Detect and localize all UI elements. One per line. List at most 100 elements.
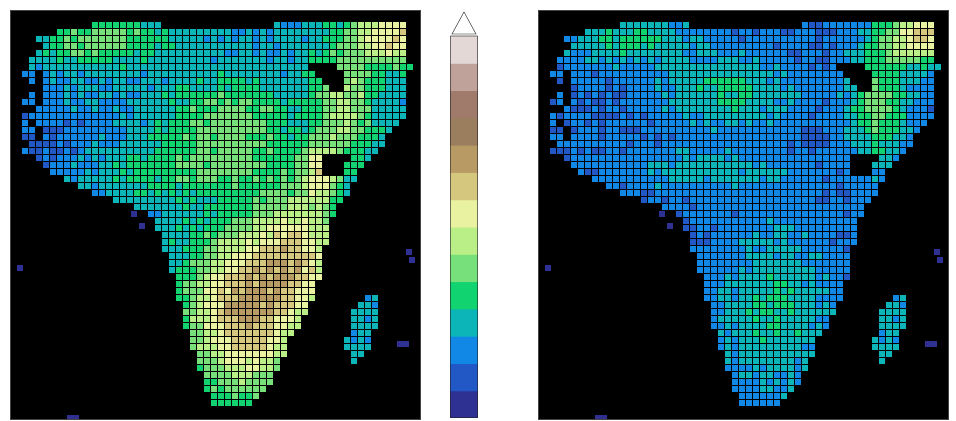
right-map-grid-cell <box>879 92 885 98</box>
right-map-grid-cell <box>809 176 815 182</box>
right-map-grid-cell <box>823 141 829 147</box>
left-map-grid-cell <box>106 78 112 84</box>
right-map-grid-cell <box>732 386 738 392</box>
right-map-grid-cell <box>802 190 808 196</box>
left-map-grid-cell <box>239 274 245 280</box>
right-map-grid-cell <box>564 57 570 63</box>
right-map-grid-cell <box>809 204 815 210</box>
right-map-grid-cell <box>802 323 808 329</box>
left-map-grid-cell <box>281 337 287 343</box>
right-map-grid-cell <box>711 50 717 56</box>
left-map-grid-cell <box>302 281 308 287</box>
left-map-grid-cell <box>407 64 413 70</box>
left-map-grid-cell <box>246 141 252 147</box>
right-map-grid-cell <box>858 183 864 189</box>
right-map-grid-cell <box>697 232 703 238</box>
right-map-grid-cell <box>704 295 710 301</box>
left-map-grid-cell <box>379 50 385 56</box>
right-map-grid-cell <box>753 344 759 350</box>
left-map-grid-cell <box>218 309 224 315</box>
left-map-grid-cell <box>316 141 322 147</box>
left-map-grid-cell <box>106 155 112 161</box>
right-map-grid-cell <box>830 176 836 182</box>
right-map-grid-cell <box>816 148 822 154</box>
left-map-grid-cell <box>141 120 147 126</box>
left-map-grid-cell <box>204 253 210 259</box>
right-map-grid-cell <box>697 99 703 105</box>
left-map-grid-cell <box>281 302 287 308</box>
left-map-grid-cell <box>267 295 273 301</box>
right-map-grid-cell <box>781 50 787 56</box>
right-map-grid-cell <box>683 225 689 231</box>
right-map-grid-cell <box>760 141 766 147</box>
left-map-grid-cell <box>197 176 203 182</box>
right-map-grid-cell <box>697 169 703 175</box>
right-map-grid-cell <box>879 316 885 322</box>
left-map-grid-cell <box>253 71 259 77</box>
left-map-grid-cell <box>155 169 161 175</box>
right-map-grid-cell <box>872 85 878 91</box>
left-map-grid-cell <box>64 176 70 182</box>
right-map-grid-cell <box>697 211 703 217</box>
left-map-grid-cell <box>211 155 217 161</box>
left-map-grid-cell <box>372 85 378 91</box>
right-map-grid-cell <box>844 183 850 189</box>
left-map-grid-cell <box>344 106 350 112</box>
right-map-grid-cell <box>788 85 794 91</box>
right-map-grid-cell <box>662 106 668 112</box>
right-map-grid-cell <box>865 36 871 42</box>
left-map-grid-cell <box>400 113 406 119</box>
right-map-grid-cell <box>578 106 584 112</box>
right-map-grid-cell <box>683 127 689 133</box>
left-map-grid-cell <box>190 246 196 252</box>
left-map-grid-cell <box>302 50 308 56</box>
right-map-grid-cell <box>753 302 759 308</box>
left-map-grid-cell <box>36 155 42 161</box>
right-map-grid-cell <box>809 232 815 238</box>
right-map-grid-cell <box>809 92 815 98</box>
left-map-grid-cell <box>386 50 392 56</box>
left-map-grid-cell <box>176 141 182 147</box>
right-map-grid-cell <box>697 260 703 266</box>
right-map-grid-cell <box>823 29 829 35</box>
right-map-grid-cell <box>830 162 836 168</box>
right-map-grid-cell <box>746 316 752 322</box>
colorbar-swatch <box>450 36 478 64</box>
left-map-grid-cell <box>260 106 266 112</box>
left-map-grid-cell <box>134 169 140 175</box>
right-map-grid-cell <box>732 162 738 168</box>
left-map-grid-cell <box>253 50 259 56</box>
right-map-grid-cell <box>697 127 703 133</box>
right-map-grid-cell <box>564 148 570 154</box>
right-map-grid-cell <box>690 113 696 119</box>
left-map-grid-cell <box>295 106 301 112</box>
left-map-grid-cell <box>274 232 280 238</box>
left-map-grid-cell <box>274 36 280 42</box>
right-map-grid-cell <box>788 183 794 189</box>
right-map-grid-cell <box>627 50 633 56</box>
right-map-grid-cell <box>739 155 745 161</box>
right-map-grid-cell <box>606 162 612 168</box>
right-map-grid-cell <box>732 337 738 343</box>
left-map-grid-cell <box>85 176 91 182</box>
right-map-grid-cell <box>725 176 731 182</box>
left-map-grid-cell <box>190 169 196 175</box>
left-map-grid-cell <box>162 183 168 189</box>
right-map-grid-cell <box>830 253 836 259</box>
left-map-grid-cell <box>267 71 273 77</box>
left-map-grid-cell <box>218 92 224 98</box>
left-map-grid-cell <box>113 120 119 126</box>
left-map-grid-cell <box>232 92 238 98</box>
left-map-grid-cell <box>176 127 182 133</box>
left-map-grid-cell <box>190 316 196 322</box>
right-map-grid-cell <box>753 330 759 336</box>
left-map-grid-cell <box>183 183 189 189</box>
right-map-grid-cell <box>893 36 899 42</box>
left-map-grid-cell <box>183 50 189 56</box>
left-map-grid-cell <box>302 169 308 175</box>
right-map-grid-cell <box>921 99 927 105</box>
right-map-grid-cell <box>823 99 829 105</box>
right-map-grid-cell <box>795 162 801 168</box>
right-map-grid-cell <box>809 43 815 49</box>
left-map-grid-cell <box>267 323 273 329</box>
